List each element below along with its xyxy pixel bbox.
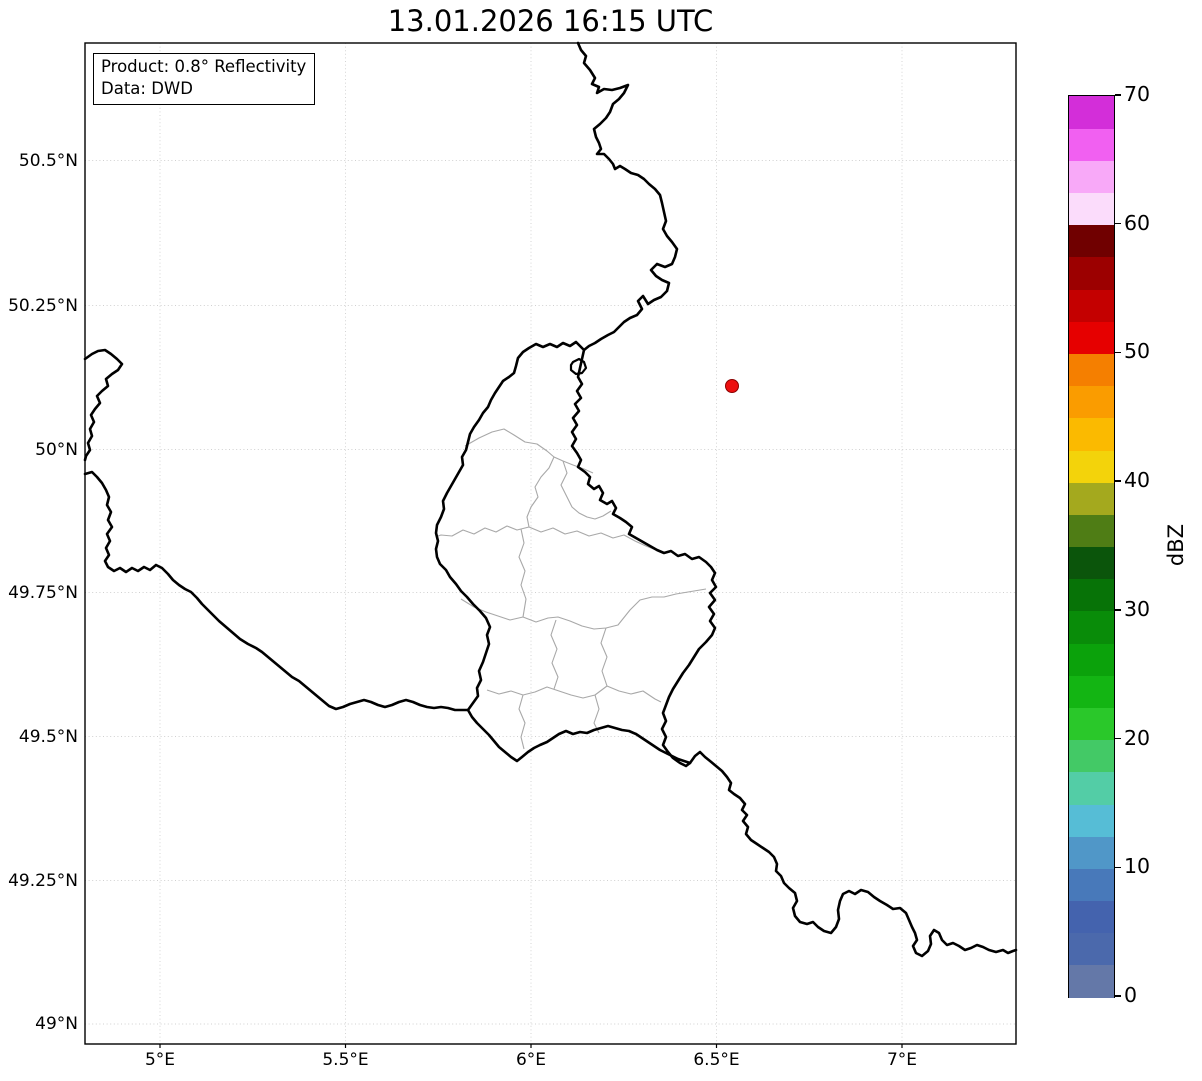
colorbar-band-22.5dbz	[1069, 675, 1114, 708]
colorbar-band-50dbz	[1069, 321, 1114, 355]
y-axis-label-49N: 49°N	[35, 1014, 78, 1034]
border-france-germany	[688, 750, 1018, 958]
colorbar-band-65dbz	[1069, 128, 1114, 161]
colorbar-band-5dbz	[1069, 900, 1114, 934]
colorbar-tick-0	[1114, 995, 1121, 997]
colorbar-band-17.5dbz	[1069, 739, 1114, 773]
border-belgium-germany	[576, 41, 679, 352]
x-axis-ticks	[159, 1044, 903, 1048]
colorbar-band-35dbz	[1069, 514, 1114, 548]
colorbar-band-25dbz	[1069, 643, 1114, 676]
x-axis-label-5.5E: 5.5°E	[322, 1050, 369, 1070]
border-luxembourg	[434, 340, 718, 768]
y-axis-label-49.75N: 49.75°N	[8, 582, 78, 603]
x-axis-label-6.5E: 6.5°E	[693, 1050, 740, 1070]
canton-borders	[437, 428, 707, 750]
x-axis-label-5E: 5°E	[144, 1050, 176, 1070]
colorbar-tick-10	[1114, 866, 1121, 869]
y-axis-label-50.25N: 50.25°N	[8, 295, 78, 316]
colorbar-band-47.5dbz	[1069, 353, 1114, 387]
colorbar-tick-60	[1114, 222, 1121, 225]
colorbar-band-27.5dbz	[1069, 610, 1114, 644]
colorbar-tick-label-40: 40	[1124, 468, 1151, 493]
y-axis-label-50N: 50°N	[35, 439, 78, 460]
colorbar-tick-label-60: 60	[1124, 210, 1151, 235]
colorbar-band-2.5dbz	[1069, 932, 1114, 966]
product-info-line1: Product: 0.8° Reflectivity	[101, 57, 307, 76]
colorbar-band-55dbz	[1069, 256, 1114, 290]
colorbar-band-40dbz	[1069, 449, 1114, 483]
colorbar-tick-40	[1114, 480, 1121, 482]
colorbar-band-20dbz	[1069, 707, 1114, 741]
radar-site-marker	[725, 379, 739, 393]
colorbar-tick-label-70: 70	[1124, 82, 1151, 107]
border-france-belgium-lower	[83, 470, 470, 712]
figure-title: 13.01.2026 16:15 UTC	[387, 4, 714, 38]
national-borders	[83, 41, 1018, 958]
product-info-line2: Data: DWD	[101, 78, 193, 98]
x-axis-label-6E: 6°E	[515, 1050, 547, 1070]
colorbar-band-37.5dbz	[1069, 482, 1114, 515]
colorbar-tick-50	[1114, 351, 1121, 354]
y-axis-label-49.25N: 49.25°N	[8, 870, 78, 891]
colorbar-tick-label-30: 30	[1124, 596, 1151, 621]
colorbar-band-62.5dbz	[1069, 160, 1114, 194]
graticule-gridlines	[85, 43, 1016, 1044]
colorbar-tick-70	[1114, 94, 1121, 96]
colorbar-band-30dbz	[1069, 578, 1114, 612]
colorbar-band-32.5dbz	[1069, 546, 1114, 580]
y-axis-label-49.5N: 49.5°N	[18, 726, 78, 747]
colorbar-band-57.5dbz	[1069, 224, 1114, 258]
colorbar-band-42.5dbz	[1069, 417, 1114, 451]
colorbar-tick-30	[1114, 609, 1121, 611]
colorbar-band-15dbz	[1069, 771, 1114, 805]
plot-frame	[84, 42, 1017, 1045]
y-axis-label-50.5N: 50.5°N	[18, 150, 78, 171]
colorbar-tick-label-20: 20	[1124, 725, 1151, 750]
colorbar-band-60dbz	[1069, 192, 1114, 226]
colorbar-band-12.5dbz	[1069, 803, 1114, 837]
colorbar	[1068, 95, 1115, 998]
border-france-belgium-upper	[83, 348, 124, 462]
x-axis-label-7E: 7°E	[886, 1050, 918, 1070]
colorbar-tick-20	[1114, 737, 1121, 740]
colorbar-band-10dbz	[1069, 836, 1114, 869]
colorbar-band-7.5dbz	[1069, 868, 1114, 902]
colorbar-tick-label-10: 10	[1124, 854, 1151, 879]
colorbar-band-52.5dbz	[1069, 289, 1114, 322]
colorbar-axis-label: dBZ	[1164, 523, 1188, 567]
colorbar-tick-label-50: 50	[1124, 339, 1151, 364]
colorbar-tick-label-0: 0	[1124, 983, 1138, 1008]
colorbar-band-45dbz	[1069, 385, 1114, 419]
colorbar-band-67.5dbz	[1069, 96, 1114, 129]
colorbar-band-0dbz	[1069, 964, 1114, 998]
product-info-box: Product: 0.8° Reflectivity Data: DWD	[93, 53, 316, 105]
